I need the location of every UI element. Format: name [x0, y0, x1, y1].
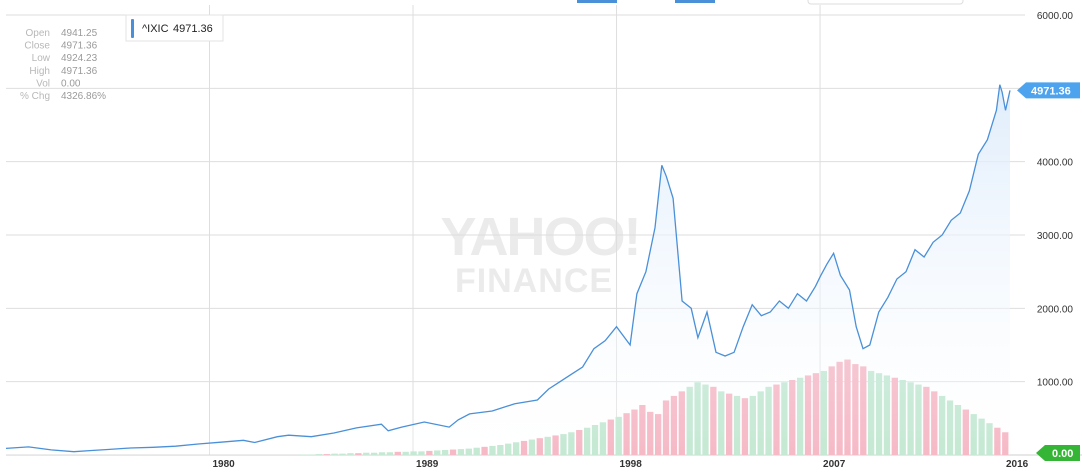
legend[interactable]: ^IXIC 4971.36 [125, 14, 224, 42]
legend-value: 4971.36 [173, 23, 213, 35]
x-axis: 1980 1989 1998 2007 2016 [213, 459, 1029, 470]
ohlc-stats-panel: Open 4941.25 Close 4971.36 Low 4924.23 High 497… [20, 28, 106, 102]
stat-value: 4924.23 [61, 53, 98, 64]
last-price-badge: 4971.36 [1017, 82, 1080, 99]
legend-symbol: ^IXIC [142, 23, 169, 35]
x-tick-label: 2016 [1006, 459, 1029, 470]
y-axis: 0.001000.002000.003000.004000.005000.006… [1037, 11, 1074, 462]
x-tick-label: 2007 [823, 459, 846, 470]
stat-value: 0.00 [61, 78, 81, 89]
stat-value: 4941.25 [61, 28, 98, 39]
stat-label: Vol [36, 78, 50, 89]
y-tick-label: 1000.00 [1037, 378, 1074, 389]
stat-label: High [29, 66, 50, 77]
x-tick-label: 1998 [620, 459, 643, 470]
price-area-fill [6, 84, 1010, 455]
legend-box[interactable] [125, 14, 224, 42]
last-volume-badge: 0.00 [1036, 445, 1080, 461]
price-area [6, 84, 1010, 455]
stat-value: 4971.36 [61, 41, 98, 52]
stat-value: 4326.86% [61, 91, 106, 102]
y-tick-label: 2000.00 [1037, 304, 1074, 315]
price-line [5, 84, 1011, 453]
y-tick-label: 4000.00 [1037, 158, 1074, 169]
y-tick-label: 3000.00 [1037, 231, 1074, 242]
last-volume-label: 0.00 [1052, 448, 1073, 460]
legend-color-swatch [131, 19, 134, 38]
watermark-line2: FINANCE [455, 262, 613, 300]
x-tick-label: 1980 [213, 459, 236, 470]
series-line-ixic[interactable] [5, 84, 1011, 453]
stat-label: Low [32, 53, 51, 64]
stat-label: % Chg [20, 91, 50, 102]
stat-value: 4971.36 [61, 66, 98, 77]
last-price-label: 4971.36 [1031, 85, 1071, 97]
y-tick-label: 6000.00 [1037, 11, 1074, 22]
x-tick-label: 1989 [416, 459, 439, 470]
scroll-indicator-right[interactable] [675, 0, 715, 3]
watermark-line1: YAHOO! [440, 207, 639, 267]
stat-label: Close [24, 41, 50, 52]
scroll-indicator-left[interactable] [577, 0, 617, 3]
stat-label: Open [26, 28, 50, 39]
range-input-box[interactable] [807, 0, 964, 5]
